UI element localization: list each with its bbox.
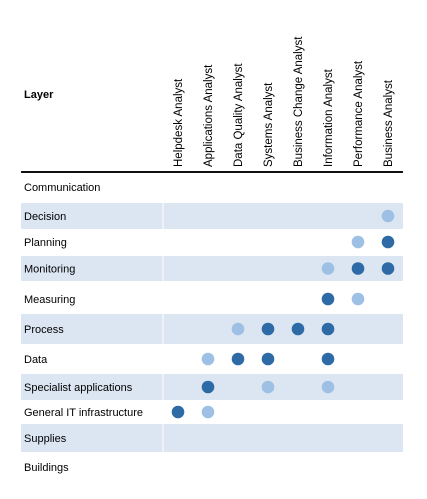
involvement-dot xyxy=(321,352,335,366)
layer-labels: Communication Decision Planning Monitoring M… xyxy=(24,182,143,474)
layer-label: Process xyxy=(24,324,64,336)
involvement-dot xyxy=(171,405,185,419)
involvement-dot xyxy=(201,380,215,394)
row-band xyxy=(21,424,403,452)
layer-label: Supplies xyxy=(24,433,67,445)
layer-label: Communication xyxy=(24,182,100,194)
role-header: Information Analyst xyxy=(323,68,335,167)
involvement-dot xyxy=(351,292,365,306)
involvement-dot xyxy=(351,262,365,275)
involvement-dot xyxy=(261,322,275,336)
layer-label: Data xyxy=(24,354,48,366)
involvement-dot xyxy=(321,292,335,306)
layer-label: Decision xyxy=(24,211,66,223)
role-header: Business Change Analyst xyxy=(293,36,305,167)
row-band xyxy=(21,203,403,229)
layer-label: Buildings xyxy=(24,462,69,474)
involvement-dot xyxy=(201,352,215,366)
involvement-dot xyxy=(381,235,395,249)
role-headers: Helpdesk Analyst Applications Analyst Data… xyxy=(173,36,395,167)
involvement-dot xyxy=(231,322,245,336)
involvement-dot xyxy=(381,262,395,275)
row-band xyxy=(21,256,403,281)
role-header: Helpdesk Analyst xyxy=(173,78,185,167)
involvement-dot xyxy=(381,209,395,223)
involvement-dot xyxy=(261,380,275,394)
layer-label: Specialist applications xyxy=(24,382,133,394)
involvement-dot xyxy=(321,322,335,336)
role-header: Applications Analyst xyxy=(203,64,215,167)
involvement-dot xyxy=(321,262,335,275)
row-band xyxy=(21,314,403,344)
involvement-dot xyxy=(321,380,335,394)
role-header: Performance Analyst xyxy=(353,60,365,167)
involvement-dot xyxy=(351,235,365,249)
involvement-dot xyxy=(261,352,275,366)
role-header: Data Quality Analyst xyxy=(233,63,245,167)
role-header: Business Analyst xyxy=(383,79,395,167)
involvement-dot xyxy=(291,322,305,336)
layer-label: General IT infrastructure xyxy=(24,407,143,419)
layer-column-header: Layer xyxy=(24,89,54,101)
layer-label: Planning xyxy=(24,237,67,249)
involvement-dot xyxy=(201,405,215,419)
involvement-dots xyxy=(171,209,395,419)
involvement-dot xyxy=(231,352,245,366)
role-header: Systems Analyst xyxy=(263,82,275,167)
layer-label: Monitoring xyxy=(24,264,75,276)
layer-label: Measuring xyxy=(24,294,75,306)
